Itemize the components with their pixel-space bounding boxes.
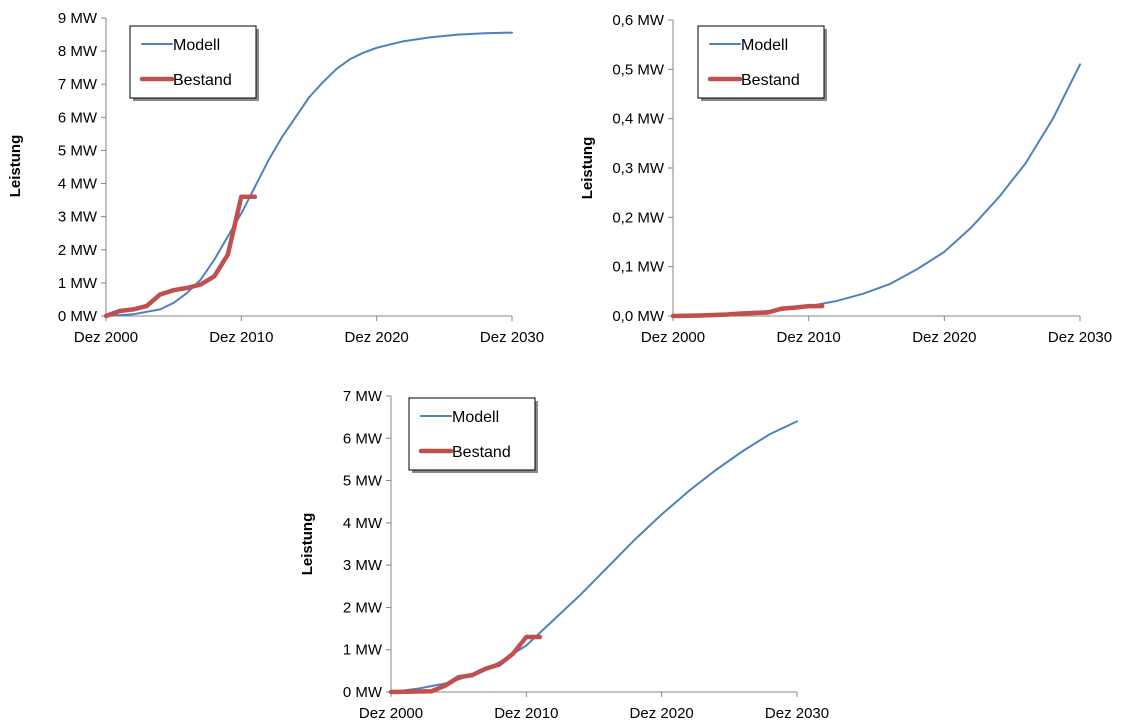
legend-label-modell: Modell	[452, 409, 499, 426]
y-tick-label: 2 MW	[343, 599, 383, 616]
x-tick-label: Dez 2020	[912, 329, 976, 346]
y-tick-label: 8 MW	[58, 43, 98, 60]
y-tick-label: 6 MW	[343, 430, 383, 447]
x-tick-label: Dez 2020	[345, 329, 409, 346]
y-axis-title: Leistung	[299, 513, 316, 576]
y-tick-label: 0,6 MW	[612, 12, 665, 29]
x-tick-label: Dez 2030	[1048, 329, 1112, 346]
chart-top-right-svg: 0,0 MW 0,1 MW 0,2 MW 0,3 MW 0,4 MW 0,5 MW 0,6 …	[579, 12, 1112, 346]
x-tick-label: Dez 2010	[209, 329, 273, 346]
y-tick-label: 1 MW	[58, 275, 98, 292]
y-tick-label: 5 MW	[343, 473, 383, 490]
y-tick-label: 0,2 MW	[612, 209, 665, 226]
y-tick-label: 3 MW	[343, 557, 383, 574]
y-tick-label: 3 MW	[58, 209, 98, 226]
chart-top-right: 0,0 MW 0,1 MW 0,2 MW 0,3 MW 0,4 MW 0,5 MW 0,6 …	[570, 0, 1124, 360]
y-tick-label: 1 MW	[343, 642, 383, 659]
y-tick-label: 4 MW	[343, 515, 383, 532]
chart-bottom: 0 MW 1 MW 2 MW 3 MW 4 MW 5 MW 6 MW 7 MW Dez 2000…	[290, 380, 850, 728]
legend-box	[408, 397, 536, 471]
y-axis-title: Leistung	[7, 135, 24, 198]
legend-box	[697, 25, 825, 99]
chart-top-left-svg: 0 MW 1 MW 2 MW 3 MW 4 MW 5 MW 6 MW 7 MW 8 MW 9 MW…	[7, 10, 544, 346]
legend-label-bestand: Bestand	[452, 444, 511, 461]
y-tick-label: 2 MW	[58, 242, 98, 259]
series-line-bestand	[388, 634, 543, 695]
x-tick-label: Dez 2000	[641, 329, 705, 346]
series-line-bestand	[103, 194, 258, 319]
legend-label-bestand: Bestand	[741, 72, 800, 89]
chart-top-left: 0 MW 1 MW 2 MW 3 MW 4 MW 5 MW 6 MW 7 MW 8 MW 9 MW…	[0, 0, 560, 360]
series-line-bestand	[670, 303, 825, 319]
chart-bottom-svg: 0 MW 1 MW 2 MW 3 MW 4 MW 5 MW 6 MW 7 MW Dez 2000…	[299, 388, 829, 722]
y-tick-label: 0,1 MW	[612, 259, 665, 276]
y-tick-label: 6 MW	[58, 109, 98, 126]
x-tick-label: Dez 2010	[494, 705, 558, 722]
x-tick-label: Dez 2030	[480, 329, 544, 346]
legend-label-modell: Modell	[741, 37, 788, 54]
series-line-modell	[672, 63, 1081, 317]
y-tick-label: 7 MW	[343, 388, 383, 405]
y-tick-label: 9 MW	[58, 10, 98, 27]
x-tick-label: Dez 2030	[765, 705, 829, 722]
y-tick-label: 0,3 MW	[612, 160, 665, 177]
x-tick-label: Dez 2010	[777, 329, 841, 346]
series-line-modell	[105, 31, 513, 317]
legend-label-bestand: Bestand	[173, 72, 232, 89]
y-axis-title: Leistung	[579, 137, 596, 200]
y-tick-label: 5 MW	[58, 142, 98, 159]
y-tick-label: 0,5 MW	[612, 61, 665, 78]
x-tick-label: Dez 2000	[74, 329, 138, 346]
legend-label-modell: Modell	[173, 37, 220, 54]
y-tick-label: 0,0 MW	[612, 308, 665, 325]
x-tick-label: Dez 2020	[630, 705, 694, 722]
y-tick-label: 4 MW	[58, 176, 98, 193]
y-tick-label: 7 MW	[58, 76, 98, 93]
y-tick-label: 0 MW	[58, 308, 98, 325]
y-tick-label: 0 MW	[343, 684, 383, 701]
legend-box	[129, 25, 257, 99]
y-tick-label: 0,4 MW	[612, 111, 665, 128]
x-tick-label: Dez 2000	[359, 705, 423, 722]
